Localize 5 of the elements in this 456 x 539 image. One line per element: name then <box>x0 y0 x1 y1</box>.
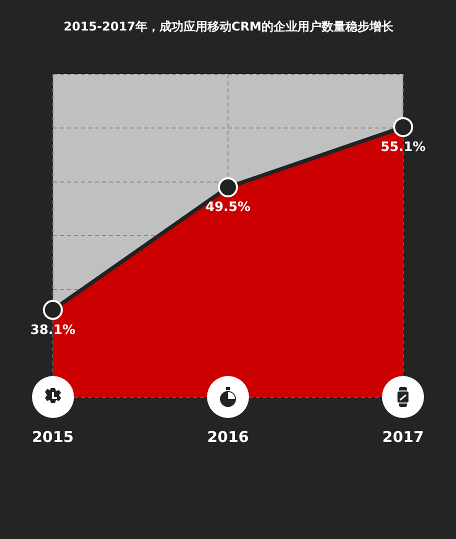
x-tick-label: 2016 <box>207 428 249 446</box>
data-label: 49.5% <box>205 200 251 216</box>
chart-title: 2015-2017年，成功应用移动CRM的企业用户数量稳步增长 <box>64 19 394 34</box>
x-tick-label: 2015 <box>32 428 74 446</box>
x-tick-label: 2017 <box>382 428 424 446</box>
